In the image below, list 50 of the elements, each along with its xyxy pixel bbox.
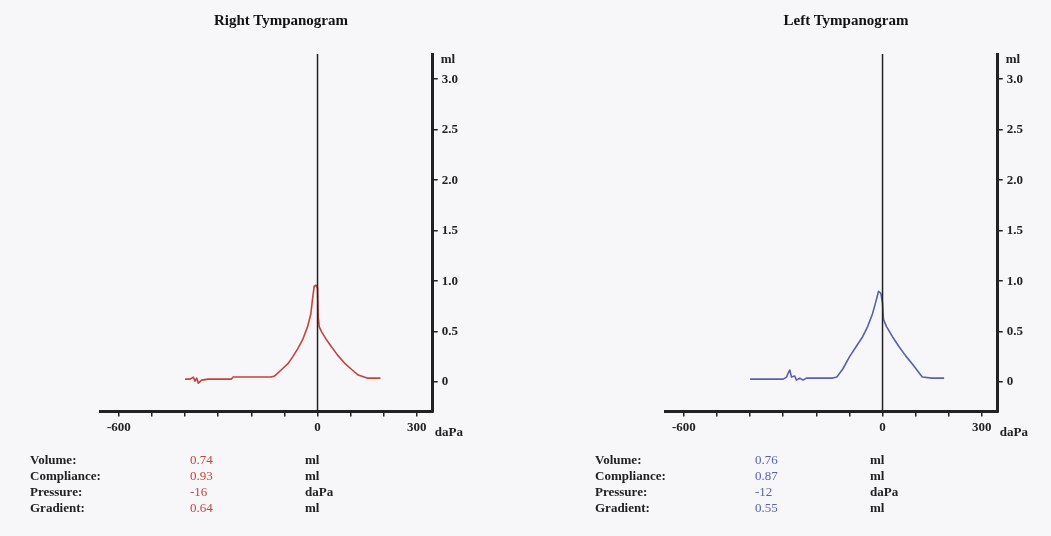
y-tick-label: 1.0 xyxy=(441,272,458,288)
text: 0.74 xyxy=(190,452,214,468)
text: ml xyxy=(870,468,886,484)
text: ml xyxy=(305,468,321,484)
y-tick-label: 0.5 xyxy=(441,323,459,338)
text: ml xyxy=(870,452,886,468)
text: 0.76 xyxy=(755,452,779,468)
text: 0.55 xyxy=(755,500,779,516)
text: Compliance: xyxy=(30,468,102,484)
text: daPa xyxy=(305,484,335,500)
text: ml xyxy=(870,500,886,516)
text: Gradient: xyxy=(30,500,86,516)
y-tick-label: 1.0 xyxy=(1006,272,1023,288)
y-tick-label: 2.0 xyxy=(441,171,458,187)
x-tick-label: -600 xyxy=(671,418,696,434)
y-tick-label: 0 xyxy=(441,373,449,389)
text: Volume: xyxy=(30,452,78,468)
y-tick-label: 1.5 xyxy=(441,222,459,238)
text: Compliance: xyxy=(595,468,667,484)
y-tick-label: 1.5 xyxy=(1006,222,1024,238)
y-tick-label: 2.5 xyxy=(441,121,459,137)
x-tick-label: 300 xyxy=(972,418,992,434)
text: 0.87 xyxy=(755,468,779,484)
y-axis-title: ml xyxy=(440,51,456,67)
y-tick-label: 3.0 xyxy=(1006,70,1023,86)
y-tick-label: 0 xyxy=(1006,373,1014,389)
text: Gradient: xyxy=(595,500,651,516)
text: Pressure: xyxy=(595,484,649,500)
text: 0.64 xyxy=(190,500,214,516)
text: Pressure: xyxy=(30,484,84,500)
text: -16 xyxy=(190,484,209,500)
text: ml xyxy=(305,452,321,468)
x-axis-title: daPa xyxy=(434,423,464,439)
x-tick-label: -600 xyxy=(106,418,131,434)
text: daPa xyxy=(870,484,900,500)
x-tick-label: 0 xyxy=(314,418,321,434)
x-tick-label: 300 xyxy=(407,418,427,434)
x-axis-title: daPa xyxy=(999,423,1029,439)
y-tick-label: 2.0 xyxy=(1006,171,1023,187)
chart-title: Right Tympanogram xyxy=(213,11,349,28)
chart-title: Left Tympanogram xyxy=(783,11,909,28)
text: -12 xyxy=(755,484,774,500)
text: Volume: xyxy=(595,452,643,468)
y-tick-label: 0.5 xyxy=(1006,323,1024,338)
y-tick-label: 3.0 xyxy=(441,70,458,86)
y-axis-title: ml xyxy=(1005,51,1021,67)
text: 0.93 xyxy=(190,468,214,484)
text: ml xyxy=(305,500,321,516)
x-tick-label: 0 xyxy=(879,418,886,434)
y-tick-label: 2.5 xyxy=(1006,121,1024,137)
